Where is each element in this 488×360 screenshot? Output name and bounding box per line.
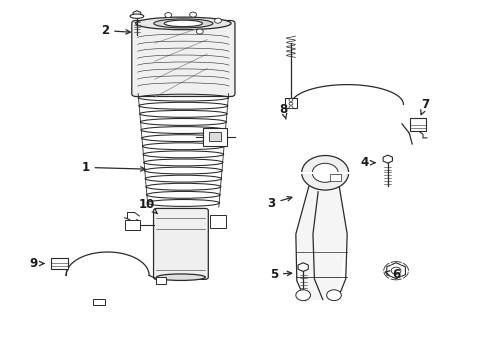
Bar <box>409 118 425 131</box>
Circle shape <box>164 13 171 18</box>
Text: 9: 9 <box>29 257 44 270</box>
Ellipse shape <box>154 19 212 28</box>
Text: 2: 2 <box>101 24 130 37</box>
Circle shape <box>312 163 337 182</box>
Circle shape <box>326 290 341 301</box>
Polygon shape <box>298 263 307 271</box>
Bar <box>156 277 166 284</box>
Bar <box>209 132 221 141</box>
Circle shape <box>301 156 348 190</box>
Bar <box>124 220 140 230</box>
FancyBboxPatch shape <box>131 21 234 96</box>
Circle shape <box>390 267 400 274</box>
Polygon shape <box>386 263 405 279</box>
Text: 1: 1 <box>81 161 144 174</box>
Circle shape <box>214 18 221 23</box>
Circle shape <box>288 99 292 102</box>
Text: 5: 5 <box>269 268 291 281</box>
Polygon shape <box>133 11 141 17</box>
Bar <box>285 98 296 108</box>
Bar <box>93 299 105 305</box>
Bar <box>210 215 225 228</box>
Ellipse shape <box>136 17 230 30</box>
Bar <box>329 174 340 181</box>
Text: 3: 3 <box>267 197 291 210</box>
Bar <box>203 128 227 146</box>
Polygon shape <box>295 186 346 301</box>
Text: 7: 7 <box>420 98 428 114</box>
Circle shape <box>196 29 203 34</box>
Polygon shape <box>382 155 392 163</box>
Circle shape <box>189 12 196 17</box>
Circle shape <box>288 106 292 109</box>
Text: 8: 8 <box>279 103 287 119</box>
Text: 4: 4 <box>360 156 374 169</box>
Text: 6: 6 <box>385 268 399 281</box>
Circle shape <box>295 290 310 301</box>
Text: 10: 10 <box>138 198 157 213</box>
Ellipse shape <box>130 14 143 18</box>
Circle shape <box>288 102 292 105</box>
Ellipse shape <box>156 274 205 280</box>
FancyBboxPatch shape <box>153 208 208 279</box>
Bar <box>51 258 68 269</box>
Ellipse shape <box>164 20 202 27</box>
